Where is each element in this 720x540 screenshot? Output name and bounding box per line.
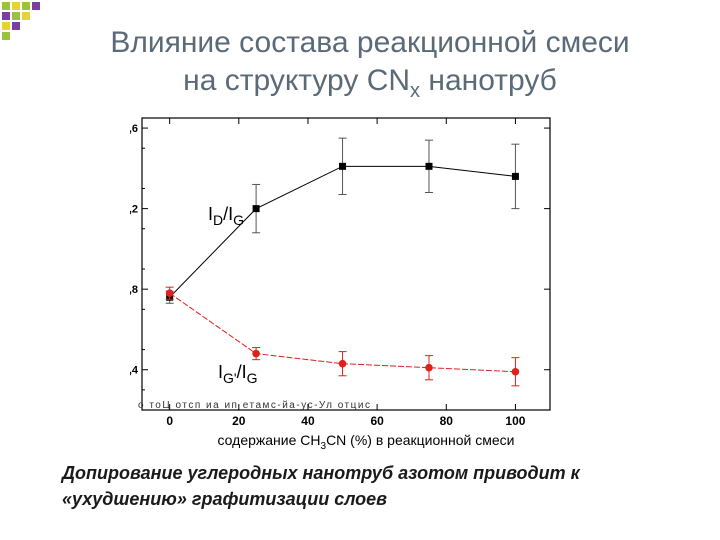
data-point-square xyxy=(425,162,433,170)
data-point-square xyxy=(339,162,347,170)
garbled-axis-label: о тоЦ отсп иа ип етамс-йа-ус-Ул отцис xyxy=(138,400,371,411)
x-tick-label: 60 xyxy=(370,414,384,428)
x-tick-label: 0 xyxy=(166,414,173,428)
x-tick-label: 80 xyxy=(440,414,454,428)
caption-line-2: «ухудшению» графитизации слоев xyxy=(62,489,388,509)
title-line-1: Влияние состава реакционной смеси xyxy=(110,26,630,59)
y-tick-label: 0,4 xyxy=(130,365,139,377)
y-tick-label: 1,6 xyxy=(130,123,138,135)
x-tick-label: 40 xyxy=(301,414,315,428)
raman-ratio-chart: 0,4 0,8 1,2 1,6 0 20 40 60 80 100 содержание CH3CN… xyxy=(130,117,551,452)
data-point-circle xyxy=(338,359,347,368)
title-line-2-prefix: на структуру CN xyxy=(183,64,411,97)
plot-frame xyxy=(141,117,551,411)
x-axis-label: содержание CH3CN (%) в реакционной смеси xyxy=(218,432,515,452)
data-point-circle xyxy=(252,349,260,358)
data-point-circle xyxy=(425,363,433,372)
series-label: ID/IG xyxy=(208,204,244,228)
slide-title: Влияние состава реакционной смеси на стр… xyxy=(40,24,700,110)
title-line-2-suffix: нанотруб xyxy=(420,64,557,97)
x-tick-label: 20 xyxy=(232,414,246,428)
y-tick-label: 0,8 xyxy=(130,284,138,296)
data-point-circle xyxy=(511,367,520,376)
y-tick-label: 1,2 xyxy=(130,204,138,216)
corner-decoration xyxy=(0,0,48,40)
x-tick-label: 100 xyxy=(505,414,525,428)
slide-caption: Допирование углеродных нанотруб азотом п… xyxy=(62,460,702,512)
title-line-2-subscript: x xyxy=(410,80,421,102)
series-label: IG'/IG xyxy=(218,362,257,386)
caption-line-1: Допирование углеродных нанотруб азотом п… xyxy=(62,463,580,483)
data-point-square xyxy=(252,205,260,213)
data-point-square xyxy=(511,172,519,180)
data-point-circle xyxy=(165,289,174,297)
